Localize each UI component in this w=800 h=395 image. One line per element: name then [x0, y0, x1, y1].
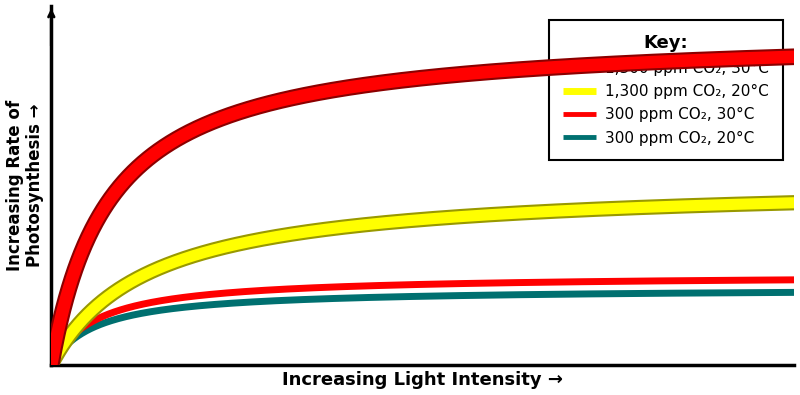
X-axis label: Increasing Light Intensity →: Increasing Light Intensity → — [282, 371, 563, 389]
Legend: 1,300 ppm CO₂, 30°C, 1,300 ppm CO₂, 20°C, 300 ppm CO₂, 30°C, 300 ppm CO₂, 20°C: 1,300 ppm CO₂, 30°C, 1,300 ppm CO₂, 20°C… — [549, 21, 783, 160]
Y-axis label: Increasing Rate of
Photosynthesis →: Increasing Rate of Photosynthesis → — [6, 100, 44, 271]
